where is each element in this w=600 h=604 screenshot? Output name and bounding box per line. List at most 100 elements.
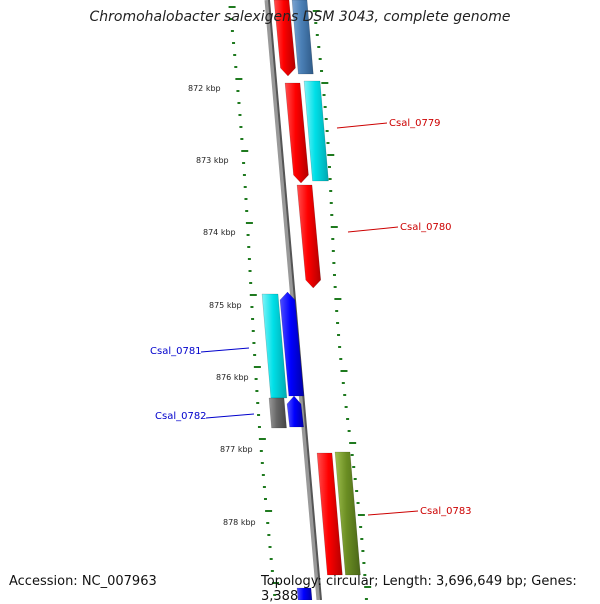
gc-dot: [324, 118, 328, 120]
gc-dot: [245, 222, 253, 224]
gc-dot: [364, 598, 368, 600]
gc-dot: [228, 6, 236, 8]
gc-dot: [322, 94, 326, 96]
gc-dot: [251, 330, 255, 332]
gc-dot: [261, 474, 265, 476]
gc-dot: [253, 366, 261, 368]
gene-feature-red-0779[interactable]: [284, 82, 309, 184]
gc-dot: [270, 570, 274, 572]
gc-dot: [337, 334, 341, 336]
gc-dot: [255, 390, 259, 392]
gc-dot: [256, 402, 260, 404]
gc-dot: [273, 594, 277, 596]
tick-label-873: 873 kbp: [196, 156, 229, 165]
leader-line-csal-0780: [347, 226, 399, 233]
gc-dot: [232, 42, 236, 44]
gc-dot: [257, 414, 261, 416]
gc-dot: [331, 250, 335, 252]
gene-feature-red-0783[interactable]: [316, 452, 343, 576]
gc-dot: [349, 442, 357, 444]
gc-dot: [360, 538, 364, 540]
gc-dot: [238, 114, 242, 116]
gc-dot: [364, 586, 372, 588]
gc-dot: [314, 22, 318, 24]
gene-feature-olive-0783[interactable]: [334, 451, 361, 576]
gene-feature-cyan-0779[interactable]: [303, 80, 329, 182]
gene-label-csal-0783[interactable]: Csal_0783: [420, 506, 472, 517]
gc-dot: [343, 394, 347, 396]
gc-dot: [353, 478, 357, 480]
gc-dot: [263, 498, 267, 500]
gc-dot: [260, 462, 264, 464]
gc-dot: [268, 546, 272, 548]
gene-feature-steelblue-top[interactable]: [291, 0, 314, 75]
gc-dot: [340, 370, 348, 372]
gc-dot: [356, 502, 360, 504]
accession-text: Accession: NC_007963: [9, 574, 157, 589]
gc-dot: [244, 198, 248, 200]
gc-dot: [269, 558, 273, 560]
gc-dot: [259, 450, 263, 452]
gc-dot: [331, 238, 335, 240]
gc-dot: [239, 126, 243, 128]
gc-dot: [318, 58, 322, 60]
gc-dot: [347, 430, 351, 432]
gene-label-csal-0780[interactable]: Csal_0780: [400, 222, 452, 233]
gene-feature-red-0780[interactable]: [296, 184, 322, 289]
gene-feature-red-top[interactable]: [273, 0, 296, 77]
genome-title: Chromohalobacter salexigens DSM 3043, co…: [89, 9, 511, 25]
gc-dot: [251, 318, 255, 320]
gc-dot: [357, 514, 365, 516]
gc-dot: [320, 70, 324, 72]
gc-dot: [362, 562, 366, 564]
gene-feature-cyan-0781[interactable]: [261, 293, 288, 399]
gene-feature-gray-0782[interactable]: [268, 397, 287, 429]
gc-dot: [249, 282, 253, 284]
gc-dot: [330, 214, 334, 216]
gene-feature-blue-0781[interactable]: [279, 291, 305, 397]
gc-dot: [312, 10, 320, 12]
gc-dot: [235, 78, 243, 80]
gc-dot: [236, 90, 240, 92]
gc-dot: [317, 46, 321, 48]
gc-dot: [247, 258, 251, 260]
gc-dot: [229, 18, 233, 20]
gc-dot: [335, 310, 339, 312]
gc-dot: [326, 142, 330, 144]
gc-dot: [323, 106, 327, 108]
leader-line-csal-0781: [200, 347, 250, 353]
gc-dot-track: [228, 6, 372, 600]
tick-labels: 872 kbp 873 kbp 874 kbp 875 kbp 876 kbp …: [188, 84, 256, 527]
gc-dot: [257, 426, 261, 428]
leader-line-csal-0783: [367, 510, 419, 516]
gc-dot: [359, 526, 363, 528]
gc-dot: [240, 138, 244, 140]
gc-dot: [332, 274, 336, 276]
gc-dot: [272, 582, 280, 584]
gene-feature-blue-0782[interactable]: [286, 395, 304, 428]
gc-dot: [315, 34, 319, 36]
gc-dot: [338, 346, 342, 348]
gc-dot: [330, 226, 338, 228]
gc-dot: [265, 510, 273, 512]
gc-dot: [243, 186, 247, 188]
leader-line-csal-0782: [205, 413, 255, 419]
tick-label-872: 872 kbp: [188, 84, 221, 93]
gc-dot: [245, 210, 249, 212]
gc-dot: [253, 354, 257, 356]
gc-dot: [249, 294, 257, 296]
gene-label-csal-0779[interactable]: Csal_0779: [389, 118, 441, 129]
gc-dot: [329, 202, 333, 204]
tick-label-877: 877 kbp: [220, 445, 253, 454]
gc-dot: [262, 486, 266, 488]
leader-line-csal-0779: [336, 122, 388, 129]
gc-dot: [361, 550, 365, 552]
gene-label-csal-0781[interactable]: Csal_0781: [150, 346, 202, 357]
gene-feature-blue-bottom[interactable]: [296, 587, 313, 600]
gc-dot: [332, 262, 336, 264]
gene-label-csal-0782[interactable]: Csal_0782: [155, 411, 207, 422]
gc-dot: [336, 322, 340, 324]
tick-label-876: 876 kbp: [216, 373, 249, 382]
gc-dot: [334, 298, 342, 300]
